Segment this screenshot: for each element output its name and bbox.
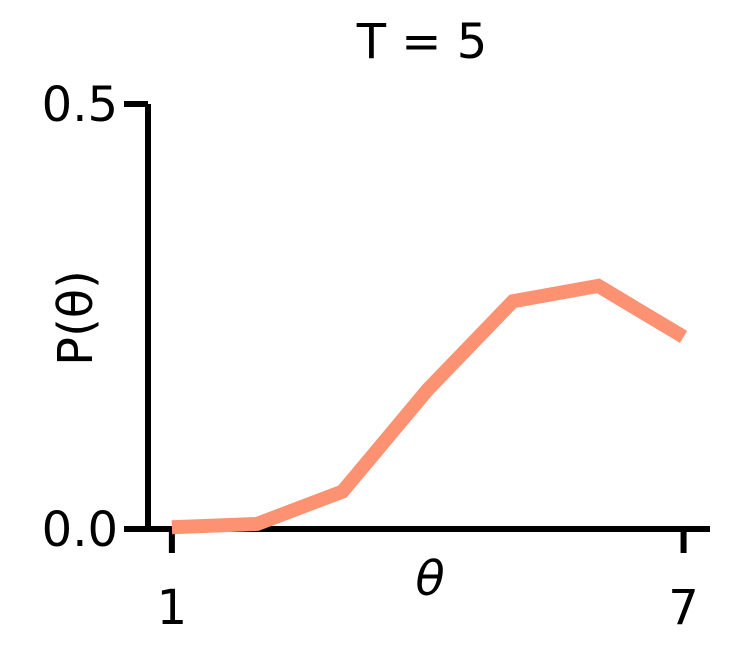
y-tick-label: 0.5	[42, 77, 118, 133]
y-axis-label: P(θ)	[48, 270, 104, 366]
chart-title: T = 5	[356, 14, 488, 70]
x-axis-label: θ	[415, 551, 444, 607]
line-series	[171, 278, 688, 535]
y-tick-label: 0.0	[42, 502, 118, 558]
x-tick-label: 1	[157, 580, 188, 636]
x-tick-label: 7	[668, 580, 699, 636]
